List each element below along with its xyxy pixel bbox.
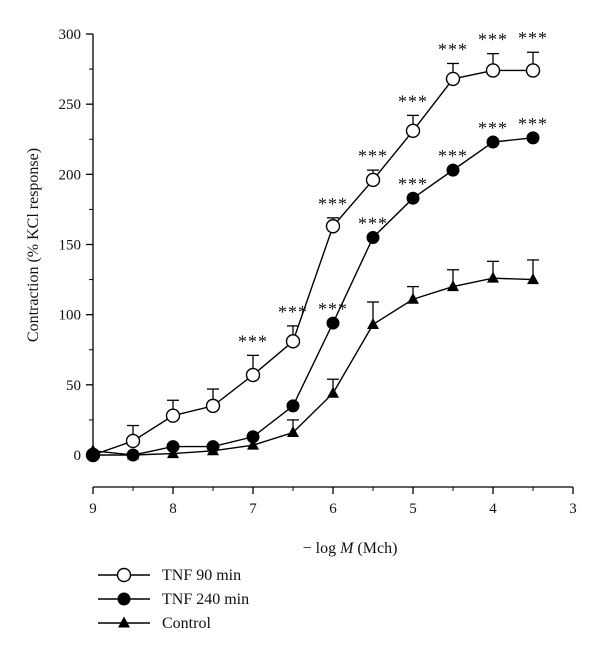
data-point bbox=[245, 367, 261, 383]
significance-label: *** bbox=[358, 146, 388, 166]
legend-label: TNF 240 min bbox=[162, 591, 249, 608]
error-bars bbox=[127, 51, 539, 441]
data-markers bbox=[85, 63, 541, 463]
significance-label: *** bbox=[278, 302, 308, 322]
y-tick-label: 0 bbox=[74, 448, 82, 464]
significance-label: *** bbox=[438, 146, 468, 166]
legend-label: Control bbox=[162, 615, 211, 632]
significance-labels: *** *** *** *** *** *** *** *** *** *** *** *** *** *… bbox=[238, 28, 548, 351]
data-point bbox=[87, 444, 99, 456]
x-tick-label: 7 bbox=[249, 501, 257, 517]
data-point bbox=[526, 131, 540, 145]
legend-marker bbox=[118, 616, 130, 628]
legend-marker bbox=[116, 567, 132, 583]
data-point bbox=[326, 316, 340, 330]
data-point bbox=[327, 386, 339, 398]
significance-label: *** bbox=[438, 39, 468, 59]
data-point bbox=[207, 444, 219, 456]
y-tick-label: 200 bbox=[59, 167, 82, 183]
legend-label: TNF 90 min bbox=[162, 567, 241, 584]
data-point bbox=[285, 334, 301, 349]
data-point bbox=[527, 273, 539, 285]
significance-label: *** bbox=[518, 28, 548, 48]
significance-label: *** bbox=[318, 194, 348, 214]
significance-label: *** bbox=[358, 213, 388, 233]
data-point bbox=[365, 172, 381, 188]
data-point bbox=[286, 399, 300, 413]
series-line-1 bbox=[93, 137, 534, 456]
x-tick-label: 3 bbox=[569, 501, 577, 517]
data-point bbox=[205, 398, 221, 414]
data-point bbox=[447, 280, 459, 292]
data-point bbox=[247, 438, 259, 450]
legend-marker bbox=[117, 592, 131, 606]
data-point bbox=[407, 292, 419, 304]
data-point bbox=[325, 219, 341, 234]
series-line-2 bbox=[92, 277, 534, 456]
data-point bbox=[487, 271, 499, 283]
data-point bbox=[366, 230, 380, 244]
significance-label: *** bbox=[398, 91, 428, 111]
data-point bbox=[525, 63, 541, 78]
axes: 0 50 100 150 200 250 300 9 8 7 6 5 4 3 bbox=[59, 27, 577, 517]
significance-label: *** bbox=[478, 118, 508, 138]
data-point bbox=[446, 163, 460, 177]
data-point bbox=[125, 433, 141, 449]
significance-label: *** bbox=[518, 114, 548, 134]
y-tick-label: 100 bbox=[59, 308, 82, 324]
legend: TNF 90 min TNF 240 min Control bbox=[98, 567, 249, 632]
x-tick-label: 5 bbox=[409, 501, 417, 517]
data-point bbox=[367, 317, 379, 329]
data-point bbox=[406, 191, 420, 205]
x-tick-label: 6 bbox=[329, 501, 337, 517]
significance-label: *** bbox=[238, 331, 268, 351]
x-tick-label: 8 bbox=[169, 501, 177, 517]
data-point bbox=[486, 135, 500, 149]
x-tick-label: 4 bbox=[489, 501, 497, 517]
significance-label: *** bbox=[318, 299, 348, 319]
y-tick-label: 300 bbox=[59, 27, 82, 43]
data-point bbox=[485, 63, 501, 78]
y-tick-label: 150 bbox=[59, 238, 82, 254]
data-point bbox=[405, 123, 421, 139]
significance-label: *** bbox=[398, 174, 428, 194]
series-line-0 bbox=[92, 69, 533, 456]
data-point bbox=[127, 448, 139, 460]
y-axis-title: Contraction (% KCl response) bbox=[25, 148, 42, 342]
significance-label: *** bbox=[478, 30, 508, 50]
x-tick-label: 9 bbox=[89, 501, 97, 517]
data-point bbox=[167, 447, 179, 459]
data-point bbox=[445, 71, 461, 87]
y-tick-label: 250 bbox=[59, 97, 82, 113]
data-point bbox=[287, 426, 299, 438]
data-point bbox=[165, 408, 181, 423]
x-axis-title: − log M (Mch) bbox=[303, 540, 398, 557]
y-tick-label: 50 bbox=[66, 378, 81, 394]
series-lines bbox=[92, 69, 534, 456]
